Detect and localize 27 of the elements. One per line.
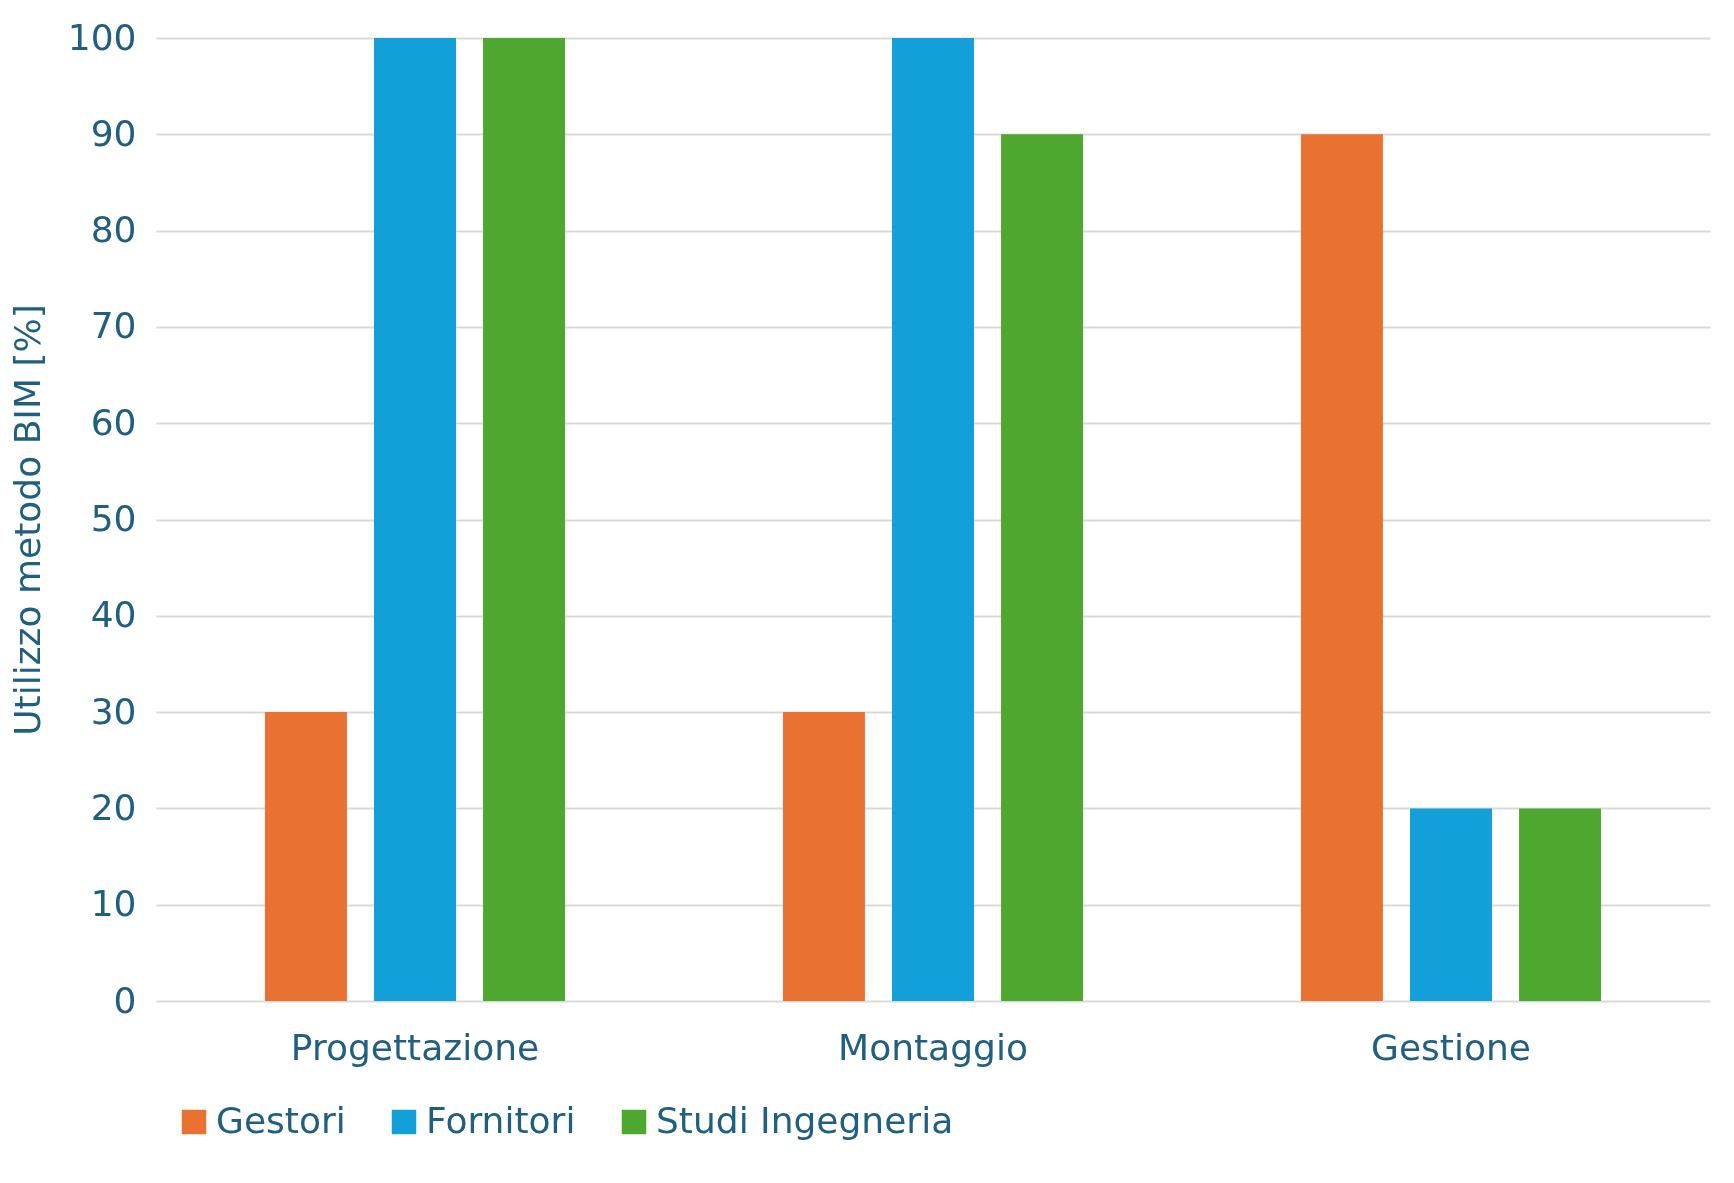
y-tick-label: 10 bbox=[90, 883, 137, 925]
y-axis-title: Utilizzo metodo BIM [%] bbox=[6, 304, 48, 736]
x-tick-label: Gestione bbox=[1371, 1026, 1531, 1068]
legend-label: Fornitori bbox=[426, 1100, 576, 1141]
bar bbox=[1001, 134, 1084, 1001]
y-tick-label: 80 bbox=[90, 209, 137, 251]
y-tick-label: 100 bbox=[67, 16, 137, 58]
y-tick-label: 40 bbox=[90, 594, 137, 636]
y-tick-label: 0 bbox=[113, 979, 137, 1021]
bar bbox=[782, 712, 865, 1001]
y-tick-label: 70 bbox=[90, 305, 137, 347]
bar bbox=[1519, 808, 1602, 1001]
legend-label: Studi Ingegneria bbox=[656, 1100, 954, 1141]
y-tick-label: 90 bbox=[90, 112, 137, 154]
y-tick-label: 20 bbox=[90, 786, 137, 828]
bar bbox=[892, 38, 974, 1001]
bar bbox=[374, 38, 456, 1001]
y-tick-label: 30 bbox=[90, 690, 137, 732]
y-tick-label: 50 bbox=[90, 498, 137, 539]
bar bbox=[1410, 808, 1492, 1001]
legend-label: Gestori bbox=[216, 1100, 346, 1141]
bar bbox=[483, 38, 566, 1001]
x-tick-label: Montaggio bbox=[838, 1026, 1028, 1068]
bar bbox=[1300, 134, 1383, 1001]
x-tick-label: Progettazione bbox=[290, 1026, 540, 1068]
y-tick-label: 60 bbox=[90, 401, 137, 443]
bar bbox=[264, 712, 347, 1001]
